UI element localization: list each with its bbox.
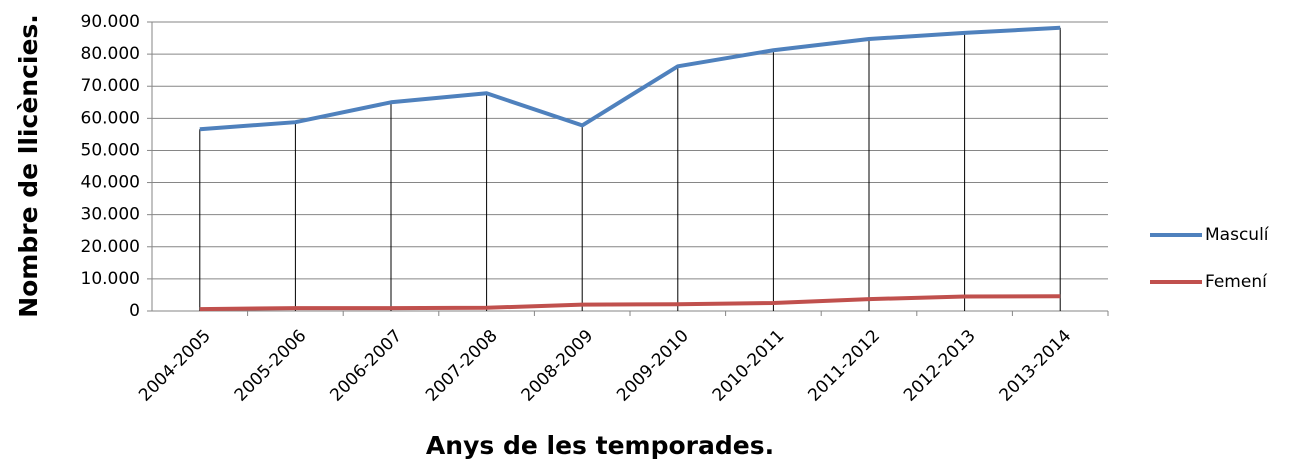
y-tick-label: 20.000 (81, 237, 140, 257)
x-tick-label: 2007-2008 (422, 326, 502, 406)
y-tick-label: 50.000 (81, 140, 140, 160)
x-tick-label: 2013-2014 (996, 326, 1076, 406)
x-tick-label: 2004-2005 (135, 326, 215, 406)
x-tick-label: 2008-2009 (518, 326, 598, 406)
y-tick-label: 10.000 (81, 269, 140, 289)
x-axis-title: Anys de les temporades. (426, 431, 774, 460)
y-tick-label: 0 (129, 301, 140, 321)
x-tick-label: 2010-2011 (709, 326, 789, 406)
x-tick-label: 2009-2010 (613, 326, 693, 406)
y-tick-label: 90.000 (81, 12, 140, 32)
x-tick-label: 2005-2006 (231, 326, 311, 406)
x-tick-label: 2006-2007 (326, 326, 406, 406)
legend-label: Masculí (1205, 225, 1270, 245)
x-tick-label: 2012-2013 (900, 326, 980, 406)
legend-label: Femení (1205, 272, 1268, 292)
y-tick-label: 70.000 (81, 76, 140, 96)
y-tick-label: 30.000 (81, 205, 140, 225)
y-axis-title: Nombre de llicències. (14, 14, 43, 318)
series-line (199, 25, 1061, 132)
series-line (199, 294, 1061, 312)
y-tick-label: 80.000 (81, 44, 140, 64)
y-tick-label: 40.000 (81, 173, 140, 193)
y-tick-label: 60.000 (81, 108, 140, 128)
x-tick-label: 2011-2012 (804, 326, 884, 406)
